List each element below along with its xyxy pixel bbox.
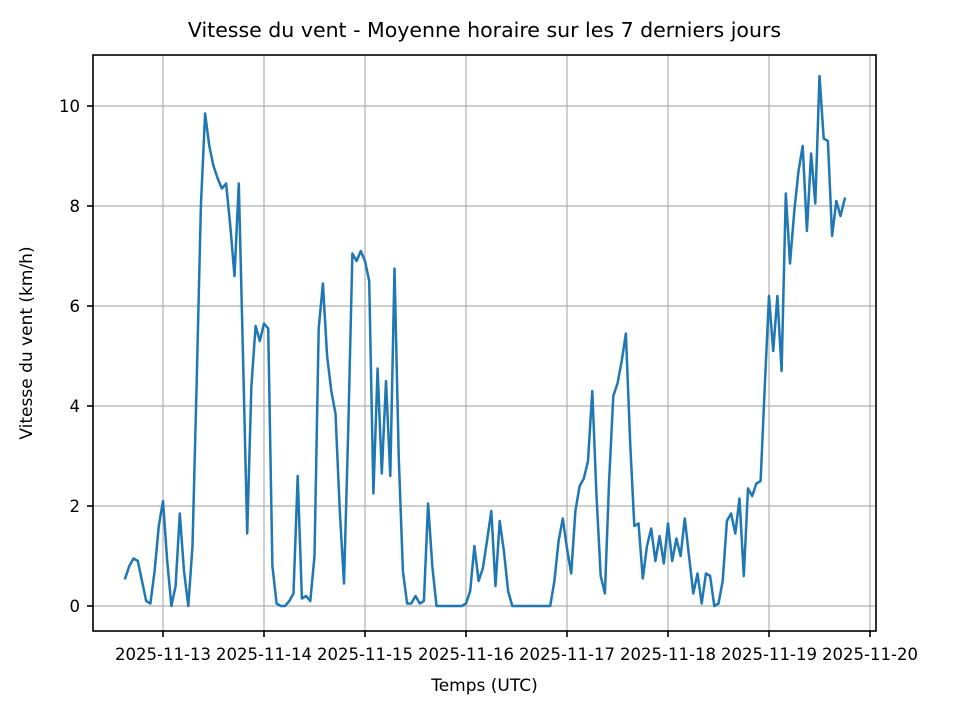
- x-tick-label: 2025-11-20: [822, 645, 918, 664]
- x-tick-label: 2025-11-16: [418, 645, 514, 664]
- x-tick-label: 2025-11-18: [620, 645, 716, 664]
- y-tick-label: 8: [70, 197, 81, 216]
- wind-speed-series: [123, 74, 847, 608]
- y-tick-label: 6: [70, 297, 81, 316]
- x-tick-label: 2025-11-13: [115, 645, 211, 664]
- x-tick-label: 2025-11-17: [519, 645, 615, 664]
- y-tick-label: 2: [70, 497, 81, 516]
- y-tick-label: 4: [70, 397, 81, 416]
- y-tick-label: 0: [70, 597, 81, 616]
- x-axis-label: Temps (UTC): [431, 676, 538, 696]
- x-tick-label: 2025-11-15: [317, 645, 413, 664]
- axes-spines: [92, 54, 877, 632]
- chart-title: Vitesse du vent - Moyenne horaire sur le…: [187, 18, 782, 42]
- x-tick-label: 2025-11-19: [721, 645, 817, 664]
- y-tick-label: 10: [59, 97, 80, 116]
- x-tick-label: 2025-11-14: [216, 645, 312, 664]
